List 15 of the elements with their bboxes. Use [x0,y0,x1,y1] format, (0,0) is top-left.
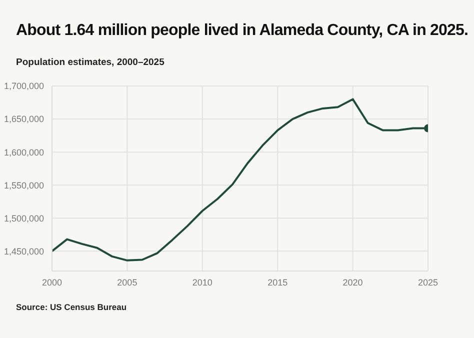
x-tick-label: 2015 [268,277,288,288]
y-tick-label: 1,650,000 [4,114,44,124]
chart-title: About 1.64 million people lived in Alameda County, CA in 2025. [16,22,468,40]
chart-subtitle: Population estimates, 2000–2025 [16,57,164,68]
x-tick-label: 2010 [192,277,212,288]
y-tick-label: 1,500,000 [4,213,44,224]
y-tick-label: 1,700,000 [4,81,44,92]
x-tick-label: 2020 [342,277,363,288]
x-tick-label: 2000 [42,277,62,288]
x-tick-label: 2025 [418,277,438,288]
x-tick-label: 2005 [117,277,138,288]
y-tick-label: 1,550,000 [4,180,44,190]
y-tick-label: 1,450,000 [4,246,44,256]
y-tick-label: 1,600,000 [4,147,44,158]
source-note: Source: US Census Bureau [16,302,127,312]
